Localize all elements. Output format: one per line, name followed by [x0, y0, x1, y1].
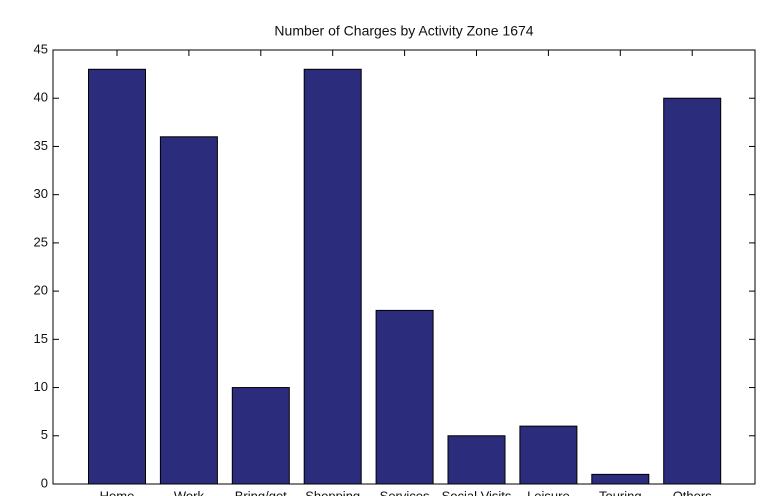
bar: [159, 136, 218, 485]
y-tick-label: 5: [41, 427, 48, 442]
chart-title: Number of Charges by Activity Zone 1674: [274, 23, 533, 39]
y-tick-label: 45: [34, 41, 48, 56]
x-tick-label: Leisure: [527, 488, 570, 496]
y-tick-label: 35: [34, 138, 48, 153]
x-tick-label: Touring: [599, 488, 642, 496]
x-tick-label: Bring/get: [235, 488, 287, 496]
bar: [231, 387, 290, 485]
x-tick-label: Others: [673, 488, 713, 496]
x-tick-label: Services: [380, 488, 430, 496]
y-tick-label: 10: [34, 379, 48, 394]
x-tick-label: Home: [100, 488, 135, 496]
y-tick-label: 15: [34, 331, 48, 346]
bar: [375, 309, 434, 485]
x-tick-label: Social Visits: [442, 488, 512, 496]
x-tick-label: Work: [174, 488, 205, 496]
bar: [447, 435, 506, 485]
y-tick-label: 25: [34, 234, 48, 249]
bar: [88, 68, 146, 485]
bar: [663, 97, 722, 485]
x-tick-label: Shopping: [305, 488, 360, 496]
y-tick-label: 40: [34, 90, 48, 105]
bar: [519, 425, 578, 485]
y-tick-label: 30: [34, 186, 48, 201]
bar: [303, 68, 362, 485]
bar: [591, 473, 650, 485]
y-tick-label: 20: [34, 283, 48, 298]
y-tick-label: 0: [41, 475, 48, 490]
